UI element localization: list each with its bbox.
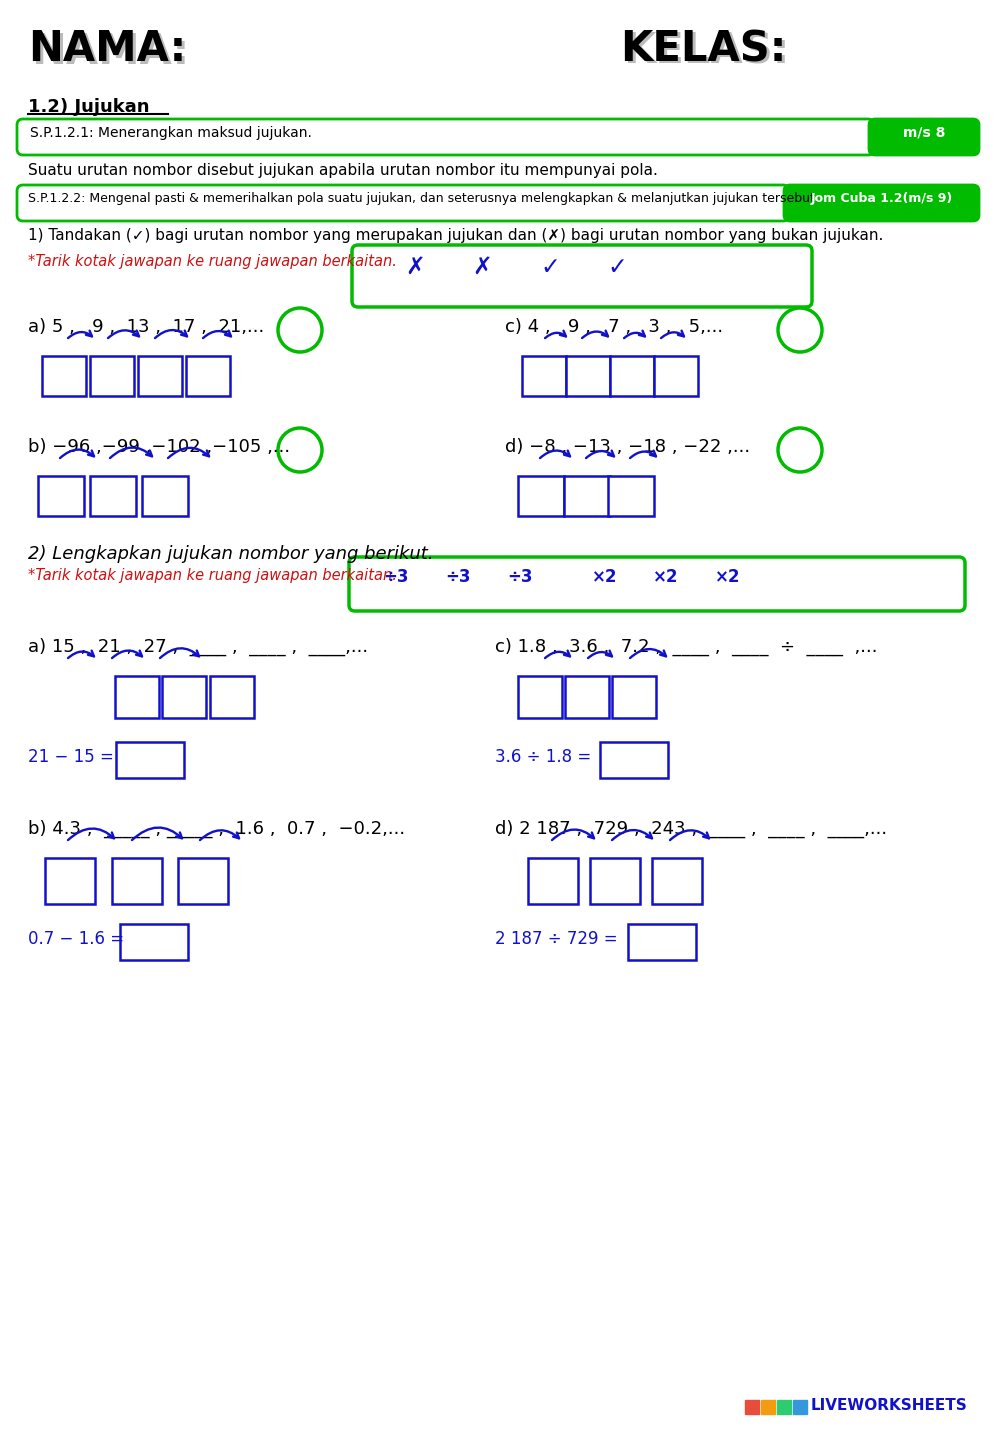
Bar (761, 1400, 775, 1414)
Bar (628, 924, 696, 960)
Bar (90, 476, 136, 517)
Bar (178, 859, 228, 903)
Bar (210, 675, 254, 719)
Text: 3.6 ÷ 1.8 =: 3.6 ÷ 1.8 = (495, 747, 591, 766)
Bar (518, 675, 562, 719)
Text: NAMA:: NAMA: (28, 27, 186, 71)
Text: *Tarik kotak jawapan ke ruang jawapan berkaitan.: *Tarik kotak jawapan ke ruang jawapan be… (28, 569, 397, 583)
Text: ÷3: ÷3 (445, 569, 471, 586)
Text: ÷3: ÷3 (383, 569, 409, 586)
Text: LIVEWORKSHEETS: LIVEWORKSHEETS (811, 1398, 968, 1413)
Bar (38, 476, 84, 517)
Text: ×2: ×2 (715, 569, 741, 586)
Text: Suatu urutan nombor disebut jujukan apabila urutan nombor itu mempunyai pola.: Suatu urutan nombor disebut jujukan apab… (28, 163, 658, 177)
FancyBboxPatch shape (349, 557, 965, 610)
Bar (142, 476, 188, 517)
FancyBboxPatch shape (352, 245, 812, 307)
Text: 1) Tandakan (✓) bagi urutan nombor yang merupakan jujukan dan (✗) bagi urutan no: 1) Tandakan (✓) bagi urutan nombor yang … (28, 228, 883, 242)
Text: 2 187 ÷ 729 =: 2 187 ÷ 729 = (495, 929, 618, 948)
Text: ÷3: ÷3 (507, 569, 533, 586)
Text: c) 1.8 ,  3.6 ,  7.2 ,  ____ ,  ____  ÷  ____  ,...: c) 1.8 , 3.6 , 7.2 , ____ , ____ ÷ ____ … (495, 638, 878, 657)
Text: b) −96 ,−99 ,−102 ,−105 ,...: b) −96 ,−99 ,−102 ,−105 ,... (28, 439, 290, 456)
Text: m/s 8: m/s 8 (903, 126, 945, 140)
Bar (564, 476, 610, 517)
Text: c) 4 ,   9 ,   7 ,   3 ,   5,...: c) 4 , 9 , 7 , 3 , 5,... (505, 317, 723, 336)
Bar (162, 675, 206, 719)
Bar (115, 675, 159, 719)
Text: ✗: ✗ (472, 255, 492, 278)
Text: 21 − 15 =: 21 − 15 = (28, 747, 114, 766)
Bar (120, 924, 188, 960)
Text: ×2: ×2 (653, 569, 679, 586)
Text: 2) Lengkapkan jujukan nombor yang berikut.: 2) Lengkapkan jujukan nombor yang beriku… (28, 545, 434, 563)
Text: 0.7 − 1.6 =: 0.7 − 1.6 = (28, 929, 124, 948)
FancyBboxPatch shape (869, 118, 979, 154)
Text: KELAS:: KELAS: (623, 30, 789, 74)
Text: a) 5 ,   9 ,  13 ,  17 ,  21,...: a) 5 , 9 , 13 , 17 , 21,... (28, 317, 264, 336)
Text: ✓: ✓ (607, 255, 627, 278)
Text: NAMA:: NAMA: (31, 30, 189, 74)
Text: 1.2) Jujukan: 1.2) Jujukan (28, 98, 150, 115)
Bar (45, 859, 95, 903)
Bar (566, 356, 610, 395)
Bar (565, 675, 609, 719)
Text: a) 15 ,  21 ,  27 ,  ____ ,  ____ ,  ____,...: a) 15 , 21 , 27 , ____ , ____ , ____,... (28, 638, 368, 657)
Bar (612, 675, 656, 719)
Bar (654, 356, 698, 395)
Text: *Tarik kotak jawapan ke ruang jawapan berkaitan.: *Tarik kotak jawapan ke ruang jawapan be… (28, 254, 397, 268)
Bar (590, 859, 640, 903)
Text: b) 4.3 ,  _____ , _____ ,  1.6 ,  0.7 ,  −0.2,...: b) 4.3 , _____ , _____ , 1.6 , 0.7 , −0.… (28, 820, 405, 838)
Bar (745, 1400, 759, 1414)
Text: ✗: ✗ (405, 255, 425, 278)
FancyBboxPatch shape (17, 118, 874, 154)
Text: Jom Cuba 1.2(m/s 9): Jom Cuba 1.2(m/s 9) (811, 192, 953, 205)
Bar (522, 356, 566, 395)
Bar (112, 859, 162, 903)
Bar (610, 356, 654, 395)
Bar (518, 476, 564, 517)
Bar (600, 742, 668, 778)
Bar (186, 356, 230, 395)
Text: ✓: ✓ (540, 255, 560, 278)
FancyBboxPatch shape (17, 185, 789, 221)
Bar (138, 356, 182, 395)
Bar (777, 1400, 791, 1414)
FancyBboxPatch shape (784, 185, 979, 221)
Bar (528, 859, 578, 903)
Text: KELAS:: KELAS: (620, 27, 786, 71)
Text: S.P.1.2.1: Menerangkan maksud jujukan.: S.P.1.2.1: Menerangkan maksud jujukan. (30, 126, 312, 140)
Bar (90, 356, 134, 395)
Bar (608, 476, 654, 517)
Text: ×2: ×2 (592, 569, 618, 586)
Text: S.P.1.2.2: Mengenal pasti & memerihalkan pola suatu jujukan, dan seterusnya mele: S.P.1.2.2: Mengenal pasti & memerihalkan… (28, 192, 819, 205)
Bar (42, 356, 86, 395)
Text: d) −8 , −13 , −18 , −22 ,...: d) −8 , −13 , −18 , −22 ,... (505, 439, 750, 456)
Bar (116, 742, 184, 778)
Bar (652, 859, 702, 903)
Bar (793, 1400, 807, 1414)
Text: d) 2 187 ,  729 ,  243 ,  ____ ,  ____ ,  ____,...: d) 2 187 , 729 , 243 , ____ , ____ , ___… (495, 820, 887, 838)
